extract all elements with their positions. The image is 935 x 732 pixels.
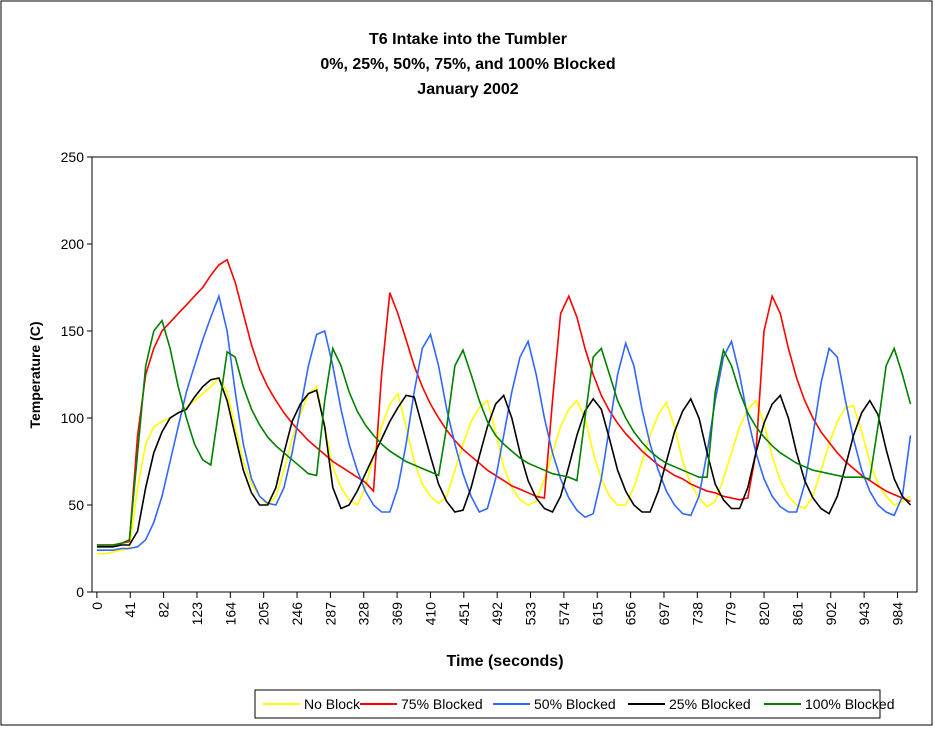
- x-tick-label: 0: [89, 602, 105, 610]
- x-tick-label: 41: [122, 602, 138, 618]
- x-tick-label: 656: [623, 602, 639, 626]
- legend-label: 75% Blocked: [401, 696, 483, 712]
- x-tick-label: 369: [389, 602, 405, 626]
- y-tick-label: 100: [61, 410, 85, 426]
- x-tick-label: 861: [789, 602, 805, 626]
- y-tick-label: 250: [61, 149, 85, 165]
- x-tick-label: 164: [222, 602, 238, 626]
- x-tick-label: 738: [689, 602, 705, 626]
- chart-title: January 2002: [417, 81, 519, 98]
- chart-title: T6 Intake into the Tumbler: [369, 31, 567, 48]
- legend-label: 100% Blocked: [805, 696, 895, 712]
- x-tick-label: 82: [156, 602, 172, 618]
- x-tick-label: 451: [456, 602, 472, 626]
- legend-label: No Block: [304, 696, 361, 712]
- x-tick-label: 492: [489, 602, 505, 626]
- y-tick-label: 200: [61, 236, 85, 252]
- series-line: [96, 376, 911, 555]
- x-tick-label: 574: [556, 602, 572, 626]
- y-tick-label: 0: [76, 584, 84, 600]
- y-tick-label: 50: [68, 497, 84, 513]
- x-tick-label: 615: [589, 602, 605, 626]
- x-tick-label: 410: [422, 602, 438, 626]
- plot-area: [91, 156, 918, 593]
- x-tick-label: 697: [656, 602, 672, 626]
- x-tick-label: 820: [756, 602, 772, 626]
- x-tick-label: 902: [823, 602, 839, 626]
- legend-label: 50% Blocked: [534, 696, 616, 712]
- x-tick-label: 287: [322, 602, 338, 626]
- x-axis-label: Time (seconds): [446, 653, 563, 670]
- x-tick-label: 984: [889, 602, 905, 626]
- x-tick-label: 328: [356, 602, 372, 626]
- x-tick-label: 533: [523, 602, 539, 626]
- x-tick-label: 943: [856, 602, 872, 626]
- y-axis-label: Temperature (C): [27, 321, 43, 428]
- x-tick-label: 246: [289, 602, 305, 626]
- chart-title: 0%, 25%, 50%, 75%, and 100% Blocked: [320, 56, 615, 73]
- series-line: [96, 318, 912, 546]
- x-tick-label: 205: [256, 602, 272, 626]
- series-line: [96, 258, 911, 546]
- y-tick-label: 150: [61, 323, 85, 339]
- series-line: [96, 293, 912, 551]
- legend-label: 25% Blocked: [669, 696, 751, 712]
- x-tick-label: 123: [189, 602, 205, 626]
- series-line: [96, 377, 912, 548]
- x-tick-label: 779: [723, 602, 739, 626]
